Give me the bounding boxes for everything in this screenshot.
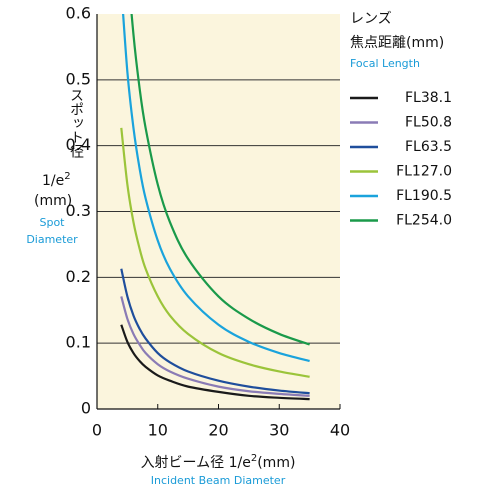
x-label-sup: 2 [251, 453, 257, 464]
series-line [120, 296, 310, 397]
y-label-en: Spot [39, 216, 65, 229]
legend: FL38.1 FL50.8 FL63.5 FL127.0 FL190.5 FL254.0 [350, 90, 452, 229]
y-tick-label: 0.3 [66, 201, 91, 220]
y-unit-mm: (mm) [34, 193, 72, 209]
legend-label: FL190.5 [396, 188, 452, 204]
series-line [120, 127, 310, 378]
y-tick-label: 0.5 [66, 69, 91, 88]
series-line [122, 14, 310, 363]
legend-label: FL63.5 [405, 139, 452, 155]
y-label-en: Diameter [26, 233, 78, 246]
x-label-ja: 入射ビーム径 1/e [141, 455, 251, 471]
lines [120, 14, 310, 401]
y-tick-label: 0.6 [66, 4, 91, 23]
y-tick-label: 0.4 [66, 135, 91, 154]
y-tick-label: 0.2 [66, 267, 91, 286]
legend-label: FL38.1 [405, 90, 452, 106]
legend-title: 焦点距離(mm) [350, 34, 444, 51]
x-tick-label: 0 [92, 421, 102, 440]
y-unit-base: 1/e [42, 173, 64, 189]
y-tick-label: 0 [81, 399, 91, 418]
x-tick-label: 40 [330, 421, 350, 440]
legend-label: FL127.0 [396, 164, 452, 180]
x-label-unit: (mm) [257, 455, 295, 471]
x-label-en: Incident Beam Diameter [151, 474, 286, 487]
legend-label: FL50.8 [405, 115, 452, 131]
x-tick-label: 10 [148, 421, 168, 440]
series-line [130, 14, 310, 346]
legend-title: レンズ [350, 11, 392, 27]
series-line [120, 268, 310, 395]
legend-label: FL254.0 [396, 213, 452, 229]
y-tick-label: 0.1 [66, 333, 91, 352]
y-unit: 1/e2 [42, 171, 71, 189]
series-line [120, 324, 310, 401]
y-label: スポット径 [68, 88, 84, 158]
y-unit-sup: 2 [64, 171, 70, 182]
x-tick-label: 30 [269, 421, 289, 440]
legend-title-en: Focal Length [350, 57, 420, 70]
x-tick-label: 20 [208, 421, 228, 440]
x-label: 入射ビーム径 1/e2(mm) [141, 453, 296, 471]
